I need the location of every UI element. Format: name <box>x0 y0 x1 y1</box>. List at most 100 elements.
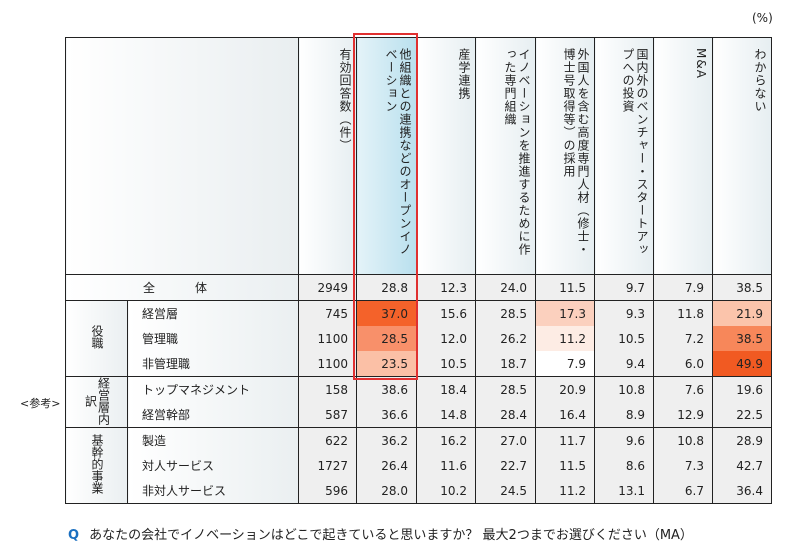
value-cell: 27.0 <box>475 427 536 453</box>
value-cell: 36.6 <box>356 402 417 428</box>
value-cell: 28.8 <box>356 274 417 301</box>
value-cell: 11.2 <box>535 478 595 504</box>
value-cell: 49.9 <box>712 351 772 377</box>
question: Q あなたの会社でイノベーションはどこで起きていると思いますか？ 最大2つまでお選… <box>68 524 693 543</box>
value-cell: 26.4 <box>356 453 417 478</box>
table-row: 非対人サービス 596 28.0 10.2 24.5 11.2 13.1 6.7 36.4 <box>66 478 772 504</box>
unit-label: (%) <box>752 11 773 25</box>
value-cell: 38.5 <box>712 326 772 351</box>
table-row: 基幹的事業 製造 622 36.2 16.2 27.0 11.7 9.6 10.8 28.9 <box>65 427 772 504</box>
value-cell: 1100 <box>298 326 357 351</box>
value-cell: 10.2 <box>416 478 476 504</box>
value-cell: 9.4 <box>594 351 654 377</box>
value-cell: 7.9 <box>535 351 595 377</box>
value-cell: 11.2 <box>535 326 595 351</box>
column-header: イノベーションを推進するために作った専門組織 <box>475 37 536 275</box>
value-cell: 9.7 <box>594 274 654 301</box>
value-cell: 28.5 <box>475 376 536 402</box>
value-cell: 21.9 <box>712 300 772 326</box>
value-cell: 9.3 <box>594 300 654 326</box>
value-cell: 18.7 <box>475 351 536 377</box>
total-label: 全 体 <box>65 274 299 301</box>
value-cell: 14.8 <box>416 402 476 428</box>
value-cell: 2949 <box>298 274 357 301</box>
value-cell: 587 <box>298 402 357 428</box>
value-cell: 20.9 <box>535 376 595 402</box>
value-cell: 36.4 <box>712 478 772 504</box>
column-header-label: 他組織との連携などのオープンイノベーション <box>384 48 412 256</box>
column-header: 有効回答数（件） <box>298 37 357 275</box>
value-cell: 10.8 <box>653 427 713 453</box>
row-label: 経営幹部 <box>127 402 299 428</box>
question-marker: Q <box>68 528 80 543</box>
value-cell: 9.6 <box>594 427 654 453</box>
group-label-text: 経営層内訳 <box>83 376 111 425</box>
value-cell: 28.4 <box>475 402 536 428</box>
column-header-label: 外国人を含む高度専門人材（修士・博士号取得等）の採用 <box>562 48 590 256</box>
value-cell: 28.5 <box>475 300 536 326</box>
value-cell: 6.0 <box>653 351 713 377</box>
column-header: 国内外のベンチャー・スタートアップへの投資 <box>594 37 654 275</box>
value-cell: 26.2 <box>475 326 536 351</box>
reference-label: <参考> <box>20 397 61 410</box>
value-cell: 24.0 <box>475 274 536 301</box>
value-cell: 1100 <box>298 351 357 377</box>
value-cell: 10.8 <box>594 376 654 402</box>
row-label: トップマネジメント <box>127 376 299 402</box>
value-cell: 11.5 <box>535 453 595 478</box>
value-cell: 23.5 <box>356 351 417 377</box>
value-cell: 28.0 <box>356 478 417 504</box>
row-label: 非管理職 <box>127 351 299 377</box>
value-cell: 12.0 <box>416 326 476 351</box>
value-cell: 11.6 <box>416 453 476 478</box>
value-cell: 596 <box>298 478 357 504</box>
table-row: 経営層内訳 トップマネジメント 158 38.6 18.4 28.5 20.9 10.8 7.6… <box>65 376 772 428</box>
row-label: 管理職 <box>127 326 299 351</box>
row-label: 製造 <box>127 427 299 453</box>
value-cell: 8.6 <box>594 453 654 478</box>
value-cell: 15.6 <box>416 300 476 326</box>
value-cell: 11.7 <box>535 427 595 453</box>
value-cell: 11.8 <box>653 300 713 326</box>
value-cell: 12.9 <box>653 402 713 428</box>
header-row: 有効回答数（件） 他組織との連携などのオープンイノベーション 産学連携 イノベーション… <box>65 37 772 275</box>
value-cell: 13.1 <box>594 478 654 504</box>
value-cell: 38.6 <box>356 376 417 402</box>
group-label-text: 役職 <box>90 325 104 349</box>
value-cell: 16.2 <box>416 427 476 453</box>
column-header: わからない <box>712 37 772 275</box>
column-header-label: M&A <box>694 48 708 79</box>
value-cell: 22.5 <box>712 402 772 428</box>
group-label-text: 基幹的事業 <box>90 434 104 494</box>
column-header-label: イノベーションを推進するために作った専門組織 <box>503 48 531 256</box>
value-cell: 7.9 <box>653 274 713 301</box>
value-cell: 18.4 <box>416 376 476 402</box>
question-text: あなたの会社でイノベーションはどこで起きていると思いますか？ 最大2つまでお選び… <box>89 528 693 543</box>
value-cell: 42.7 <box>712 453 772 478</box>
value-cell: 37.0 <box>356 300 417 326</box>
group-label: 経営層内訳 <box>65 376 128 428</box>
column-header-label: 産学連携 <box>457 48 471 100</box>
row-label: 非対人サービス <box>127 478 299 504</box>
value-cell: 28.9 <box>712 427 772 453</box>
table-row: 役職 経営層 745 37.0 15.6 28.5 17.3 9.3 11.8 21.9 <box>65 300 772 377</box>
value-cell: 16.4 <box>535 402 595 428</box>
row-label: 経営層 <box>127 300 299 326</box>
row-label: 対人サービス <box>127 453 299 478</box>
value-cell: 19.6 <box>712 376 772 402</box>
column-header-label: 国内外のベンチャー・スタートアップへの投資 <box>621 48 649 256</box>
survey-table: 有効回答数（件） 他組織との連携などのオープンイノベーション 産学連携 イノベーション… <box>65 37 772 504</box>
value-cell: 17.3 <box>535 300 595 326</box>
column-header: 他組織との連携などのオープンイノベーション <box>356 37 417 275</box>
value-cell: 7.2 <box>653 326 713 351</box>
value-cell: 28.5 <box>356 326 417 351</box>
value-cell: 8.9 <box>594 402 654 428</box>
value-cell: 22.7 <box>475 453 536 478</box>
value-cell: 12.3 <box>416 274 476 301</box>
table-row: 対人サービス 1727 26.4 11.6 22.7 11.5 8.6 7.3 42.7 <box>66 453 772 478</box>
table-row-total: 全 体 2949 28.8 12.3 24.0 11.5 9.7 7.9 38.5 <box>65 274 772 301</box>
value-cell: 622 <box>298 427 357 453</box>
value-cell: 24.5 <box>475 478 536 504</box>
value-cell: 7.3 <box>653 453 713 478</box>
column-header: 外国人を含む高度専門人材（修士・博士号取得等）の採用 <box>535 37 595 275</box>
